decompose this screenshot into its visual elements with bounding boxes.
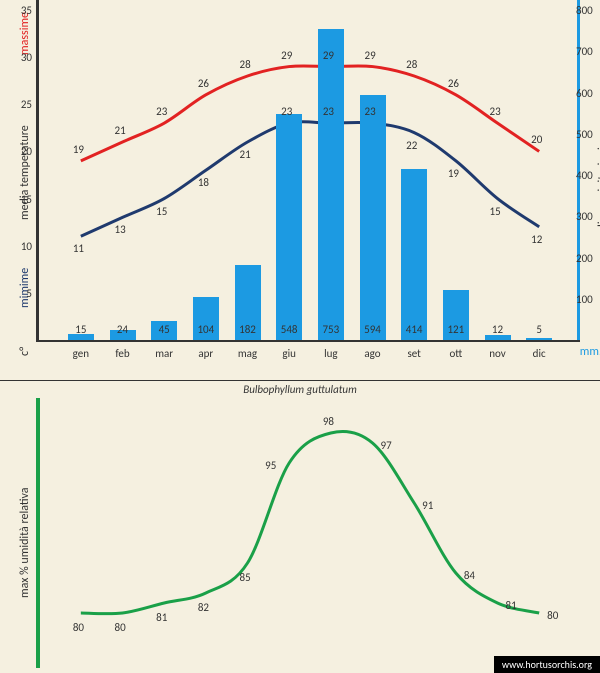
precip-bar (276, 114, 302, 340)
precip-value: 548 (271, 323, 307, 336)
precip-bar (360, 95, 386, 340)
min-temp-value: 21 (240, 148, 251, 161)
y-tick-right: 500 (576, 128, 600, 141)
min-temp-value: 12 (531, 233, 542, 246)
precip-value: 45 (146, 323, 182, 336)
max-temp-value: 26 (198, 77, 209, 90)
y-tick-left: 15 (4, 193, 32, 206)
month-label: gen (63, 347, 99, 360)
precip-value: 594 (355, 323, 391, 336)
y-tick-right: 600 (576, 87, 600, 100)
min-temp-value: 15 (490, 205, 501, 218)
humidity-value: 81 (156, 611, 167, 624)
precip-value: 753 (313, 323, 349, 336)
y-tick-right: 200 (576, 252, 600, 265)
humidity-value: 91 (422, 499, 433, 512)
y-tick-right: 800 (576, 4, 600, 17)
media-precipitazioni-label: media precipitazioni (596, 147, 600, 246)
min-temp-value: 22 (406, 139, 417, 152)
humidity-svg (0, 398, 600, 673)
month-label: lug (313, 347, 349, 360)
max-temp-value: 29 (281, 49, 292, 62)
min-temp-value: 23 (281, 105, 292, 118)
max-temp-value: 20 (531, 133, 542, 146)
max-temp-value: 23 (156, 105, 167, 118)
precip-value: 15 (63, 323, 99, 336)
max-temp-value: 26 (448, 77, 459, 90)
humidity-value: 80 (115, 621, 126, 634)
humidity-value: 97 (381, 439, 392, 452)
y-tick-left: 35 (4, 4, 32, 17)
left-y-axis (36, 0, 39, 340)
month-label: feb (105, 347, 141, 360)
humidity-label: max % umidità relativa (18, 487, 32, 598)
y-tick-left: 25 (4, 98, 32, 111)
humidity-value: 95 (265, 459, 276, 472)
min-temp-value: 15 (156, 205, 167, 218)
month-label: dic (521, 347, 557, 360)
precip-value: 5 (521, 323, 557, 336)
month-label: mar (146, 347, 182, 360)
y-tick-right: 300 (576, 210, 600, 223)
month-label: mag (230, 347, 266, 360)
month-label: ott (438, 347, 474, 360)
max-temp-value: 29 (323, 49, 334, 62)
humidity-value: 81 (506, 599, 517, 612)
month-label: ago (355, 347, 391, 360)
min-temp-value: 19 (448, 167, 459, 180)
mm-label: mm. (580, 345, 600, 359)
humidity-value: 84 (464, 569, 475, 582)
precip-bar (401, 169, 427, 340)
min-temp-value: 13 (115, 223, 126, 236)
y-tick-left: 5 (4, 287, 32, 300)
max-temp-value: 28 (240, 58, 251, 71)
y-tick-left: 10 (4, 240, 32, 253)
min-temp-value: 23 (323, 105, 334, 118)
y-tick-left: 30 (4, 51, 32, 64)
precip-value: 182 (230, 323, 266, 336)
caption: Bulbophyllum guttulatum (0, 381, 600, 398)
y-tick-right: 100 (576, 293, 600, 306)
c-degree-label: c° (18, 347, 32, 356)
min-temp-value: 18 (198, 176, 209, 189)
y-tick-right: 700 (576, 45, 600, 58)
humidity-value: 98 (323, 415, 334, 428)
temperature-precipitation-chart: massime media temperature mimime c° medi… (0, 0, 600, 381)
media-temperature-label: media temperature (18, 125, 32, 220)
credit: www.hortusorchis.org (494, 656, 600, 673)
min-temp-value: 11 (73, 242, 84, 255)
precip-value: 104 (188, 323, 224, 336)
humidity-value: 80 (73, 621, 84, 634)
month-label: apr (188, 347, 224, 360)
precip-bar (318, 29, 344, 340)
max-temp-value: 28 (406, 58, 417, 71)
min-temp-value: 23 (365, 105, 376, 118)
max-temp-value: 19 (73, 143, 84, 156)
max-temp-value: 29 (365, 49, 376, 62)
humidity-y-axis (36, 398, 40, 668)
precip-bar (526, 338, 552, 340)
humidity-value: 82 (198, 601, 209, 614)
precip-value: 121 (438, 323, 474, 336)
humidity-chart: max % umidità relativa 80 80 81 82 85 95 98 97 9… (0, 398, 600, 673)
month-label: giu (271, 347, 307, 360)
humidity-value: 80 (547, 609, 558, 622)
x-axis (36, 340, 580, 342)
humidity-value: 85 (240, 571, 251, 584)
y-tick-left: 20 (4, 145, 32, 158)
max-temp-value: 21 (115, 124, 126, 137)
precip-value: 24 (105, 323, 141, 336)
precip-value: 414 (396, 323, 432, 336)
massime-label: massime (18, 12, 32, 55)
precip-value: 12 (480, 323, 516, 336)
month-label: set (396, 347, 432, 360)
max-temp-value: 23 (490, 105, 501, 118)
y-tick-right: 400 (576, 169, 600, 182)
month-label: nov (480, 347, 516, 360)
